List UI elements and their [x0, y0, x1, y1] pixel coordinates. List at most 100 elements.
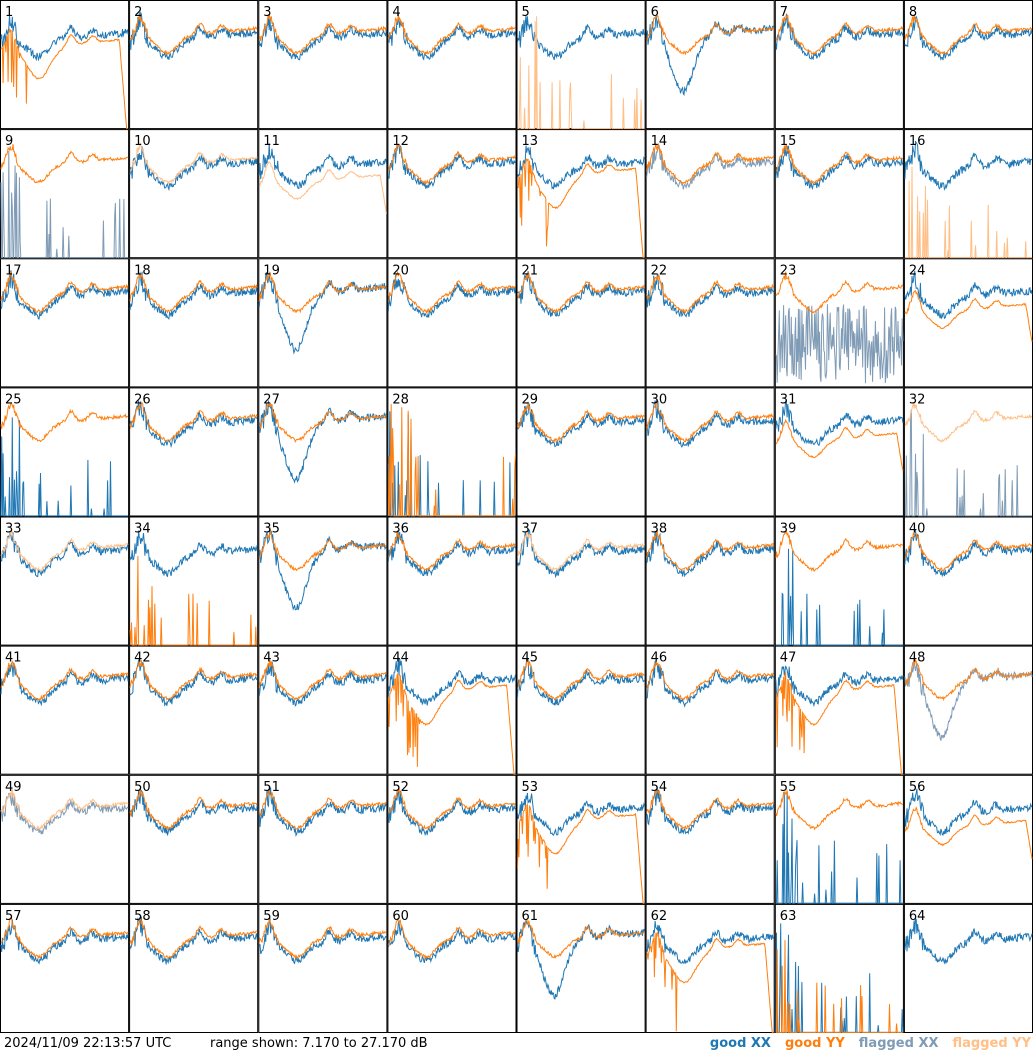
series-xx-47 [775, 665, 904, 708]
panel-62: 62 [645, 903, 775, 1034]
panel-19: 19 [258, 258, 388, 388]
panel-25: 25 [0, 387, 130, 517]
panel-frame [258, 0, 388, 130]
panel-45: 45 [516, 645, 646, 775]
panel-frame [129, 0, 259, 130]
panel-6: 6 [645, 0, 775, 130]
panel-44: 44 [387, 645, 517, 775]
series-xx-11 [258, 143, 387, 190]
series-xx-44 [387, 657, 516, 706]
series-yy-37 [517, 530, 646, 572]
panel-label: 1 [5, 5, 13, 20]
series-xx-16 [904, 140, 1033, 191]
panel-frame [387, 516, 517, 646]
series-xx-9 [0, 150, 129, 259]
panel-26: 26 [129, 387, 259, 517]
series-yy-54 [646, 789, 775, 830]
series-xx-7 [775, 13, 904, 61]
series-xx-41 [0, 662, 129, 707]
panel-label: 38 [651, 522, 668, 537]
series-yy-35 [258, 529, 387, 572]
panel-label: 37 [522, 522, 539, 537]
panel-7: 7 [774, 0, 904, 130]
panel-frame [0, 258, 130, 388]
panel-label: 31 [780, 392, 797, 407]
series-xx-20 [387, 275, 516, 318]
legend-good-yy: good YY [784, 1036, 845, 1051]
series-xx-5 [517, 15, 646, 61]
panel-frame [129, 903, 259, 1034]
series-yy-11 [258, 161, 387, 214]
panel-37: 37 [516, 516, 646, 646]
panel-label: 13 [522, 134, 539, 149]
panel-label: 17 [5, 263, 22, 278]
series-xx-50 [129, 789, 258, 836]
panel-label: 4 [392, 5, 400, 20]
panel-frame [258, 258, 388, 388]
panel-label: 41 [5, 651, 22, 666]
series-xx-48 [904, 655, 1033, 741]
panel-frame [129, 258, 259, 388]
series-yy-1 [0, 27, 129, 130]
series-xx-23 [775, 304, 904, 384]
series-yy-18 [129, 272, 258, 314]
panel-21: 21 [516, 258, 646, 388]
series-yy-47 [775, 671, 903, 775]
panel-label: 7 [780, 5, 788, 20]
panel-frame [774, 258, 904, 388]
series-yy-58 [129, 917, 258, 960]
series-yy-48 [904, 658, 1033, 702]
panel-label: 40 [909, 522, 926, 537]
series-yy-33 [0, 529, 129, 572]
series-yy-29 [517, 401, 645, 444]
panel-frame [387, 903, 517, 1034]
panel-16: 16 [903, 129, 1033, 259]
series-yy-45 [517, 659, 645, 702]
series-yy-40 [904, 532, 1033, 572]
panel-frame [258, 903, 388, 1034]
panel-label: 26 [134, 392, 151, 407]
panel-55: 55 [774, 774, 904, 904]
panel-label: 23 [780, 263, 797, 278]
panel-30: 30 [645, 387, 775, 517]
panel-label: 28 [392, 392, 409, 407]
panel-label: 24 [909, 263, 926, 278]
panel-label: 43 [263, 651, 280, 666]
panel-label: 46 [651, 651, 668, 666]
panel-5: 5 [516, 0, 646, 130]
series-yy-17 [0, 271, 129, 314]
panel-label: 32 [909, 392, 926, 407]
series-yy-8 [904, 14, 1033, 56]
series-xx-17 [0, 270, 129, 320]
panel-frame [516, 129, 646, 259]
series-xx-64 [904, 917, 1033, 965]
series-yy-59 [258, 918, 387, 960]
panel-frame [645, 258, 775, 388]
panel-frame [0, 0, 130, 130]
panel-frame [129, 774, 259, 904]
series-yy-6 [646, 14, 775, 56]
series-yy-36 [388, 531, 516, 572]
panel-22: 22 [645, 258, 775, 388]
series-xx-29 [517, 401, 645, 448]
panel-33: 33 [0, 516, 130, 646]
series-xx-25 [0, 417, 129, 517]
panel-label: 61 [522, 909, 539, 924]
panel-15: 15 [774, 129, 904, 259]
panel-20: 20 [387, 258, 517, 388]
series-xx-1 [0, 15, 129, 62]
panel-40: 40 [903, 516, 1033, 646]
panel-3: 3 [258, 0, 388, 130]
panel-label: 62 [651, 909, 668, 924]
panel-50: 50 [129, 774, 259, 904]
series-yy-32 [904, 403, 1033, 443]
panel-frame [774, 645, 904, 775]
series-yy-5 [517, 16, 645, 129]
series-yy-26 [129, 401, 258, 442]
series-xx-34 [129, 530, 258, 578]
panel-38: 38 [645, 516, 775, 646]
panel-label: 35 [263, 522, 280, 537]
panel-24: 24 [903, 258, 1033, 388]
series-xx-58 [129, 916, 258, 965]
series-yy-60 [387, 918, 516, 960]
